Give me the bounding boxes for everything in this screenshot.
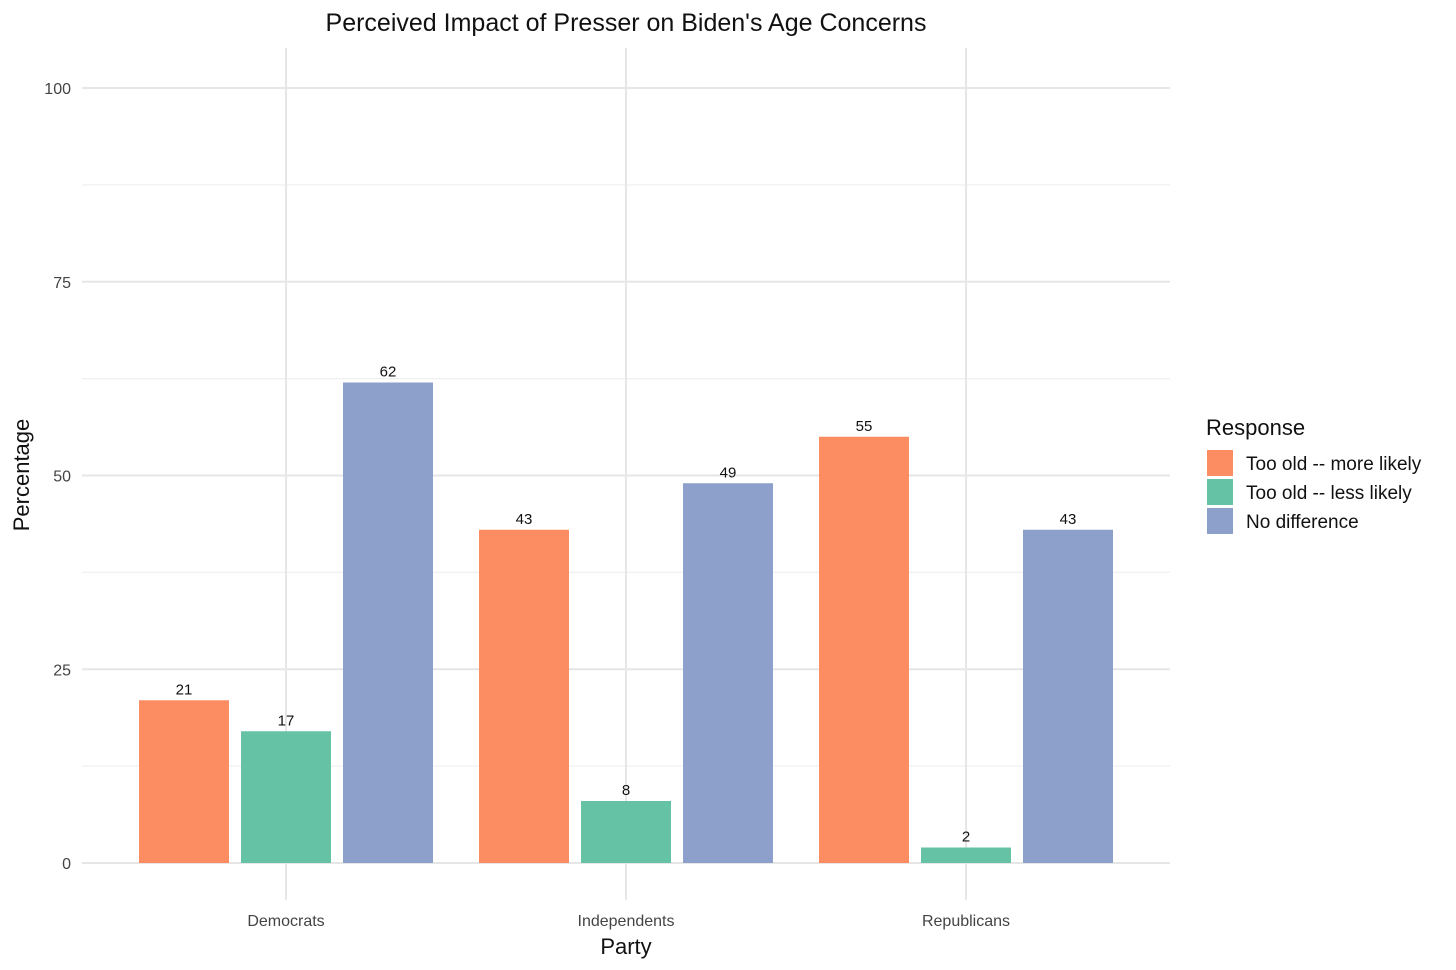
y-tick-label: 0: [62, 856, 71, 873]
x-tick-label: Republicans: [922, 913, 1010, 930]
legend-label: Too old -- less likely: [1246, 483, 1412, 504]
x-axis-title: Party: [600, 934, 651, 959]
x-tick-label: Democrats: [247, 913, 324, 930]
bar-value-label: 2: [962, 829, 970, 846]
legend-label: Too old -- more likely: [1246, 454, 1422, 475]
bar-value-label: 17: [278, 712, 295, 729]
data-labels: 21 17 62 43 8 49 55 2 43: [176, 364, 1077, 846]
bar-value-label: 49: [720, 464, 737, 481]
legend-swatch: [1207, 479, 1233, 505]
bar-value-label: 62: [380, 364, 397, 381]
bar: [241, 731, 331, 863]
bar-value-label: 43: [516, 511, 533, 528]
legend: Response Too old -- more likely Too old -…: [1206, 415, 1422, 534]
chart-title: Perceived Impact of Presser on Biden's A…: [326, 9, 927, 37]
x-tick-label: Independents: [578, 913, 675, 930]
bar-value-label: 43: [1060, 511, 1077, 528]
y-tick-label: 50: [53, 469, 71, 486]
y-tick-label: 100: [44, 81, 71, 98]
bar-value-label: 21: [176, 681, 193, 698]
y-tick-label: 75: [53, 275, 71, 292]
y-axis-title: Percentage: [9, 419, 34, 532]
bar: [343, 382, 433, 863]
y-axis-ticks: 0 25 50 75 100: [44, 81, 71, 873]
bar-value-label: 8: [622, 782, 630, 799]
legend-swatch: [1207, 508, 1233, 534]
bar: [479, 529, 569, 863]
bar: [1023, 529, 1113, 863]
legend-title: Response: [1206, 415, 1305, 440]
legend-label: No difference: [1246, 512, 1359, 533]
legend-swatch: [1207, 450, 1233, 476]
bar-value-label: 55: [856, 418, 873, 435]
y-tick-label: 25: [53, 662, 71, 679]
bars: [139, 382, 1113, 863]
bar: [683, 483, 773, 863]
bar: [921, 847, 1011, 863]
bar: [139, 700, 229, 863]
bar: [819, 436, 909, 863]
x-axis-ticks: Democrats Independents Republicans: [247, 913, 1010, 930]
bar: [581, 801, 671, 863]
